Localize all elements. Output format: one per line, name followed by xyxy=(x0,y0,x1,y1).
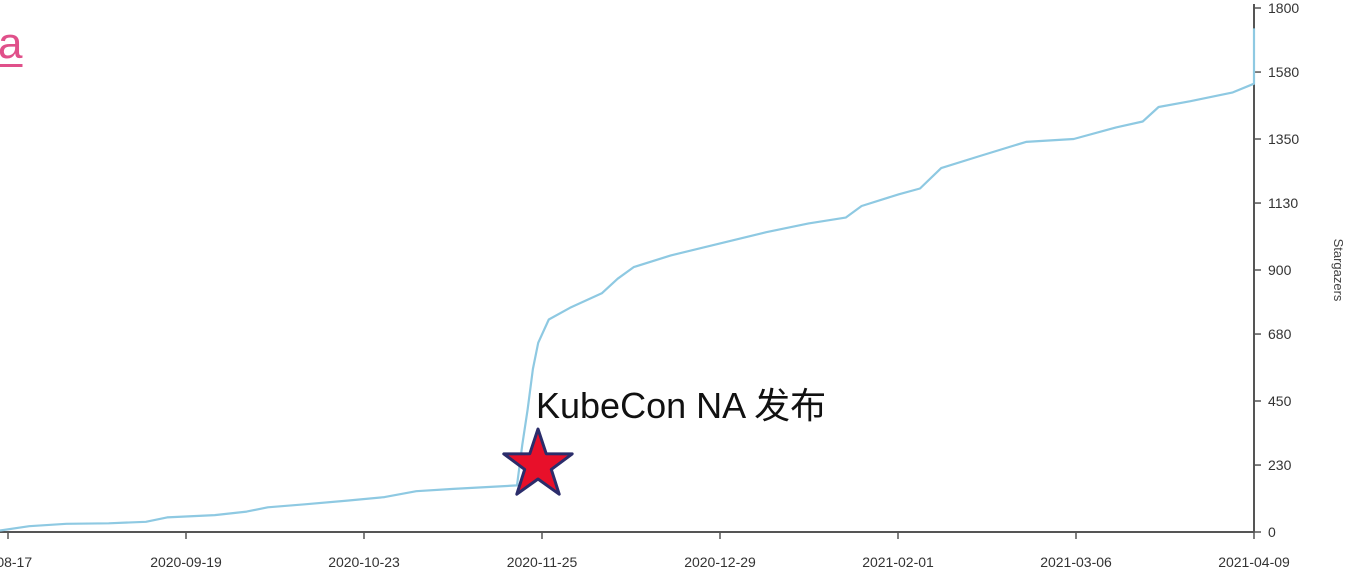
x-tick-label: 2021-02-01 xyxy=(862,554,934,570)
x-tick-label: 2021-03-06 xyxy=(1040,554,1112,570)
star-marker xyxy=(502,427,574,496)
y-tick-label: 1580 xyxy=(1268,64,1299,80)
y-tick-label: 1800 xyxy=(1268,0,1299,16)
annotation-layer: KubeCon NA 发布 xyxy=(502,385,826,496)
x-tick-label: 2021-04-09 xyxy=(1218,554,1290,570)
y-tick-label: 680 xyxy=(1268,326,1292,342)
y-axis-title: Stargazers xyxy=(1331,239,1346,302)
x-tick-label: 2020-12-29 xyxy=(684,554,756,570)
y-tick-label: 230 xyxy=(1268,457,1292,473)
series-layer xyxy=(0,28,1256,532)
y-tick-label: 0 xyxy=(1268,524,1276,540)
annotation-label: KubeCon NA 发布 xyxy=(536,385,826,426)
series-line-stargazers xyxy=(0,28,1256,532)
x-tick-label: 0-08-17 xyxy=(0,554,32,570)
y-tick-label: 900 xyxy=(1268,262,1292,278)
x-tick-label: 2020-10-23 xyxy=(328,554,400,570)
y-tick-label: 450 xyxy=(1268,393,1292,409)
y-tick-label: 1130 xyxy=(1268,195,1298,211)
title-link-fragment[interactable]: a xyxy=(0,19,23,68)
x-tick-label: 2020-09-19 xyxy=(150,554,222,570)
x-tick-label: 2020-11-25 xyxy=(507,554,578,570)
y-tick-label: 1350 xyxy=(1268,131,1299,147)
